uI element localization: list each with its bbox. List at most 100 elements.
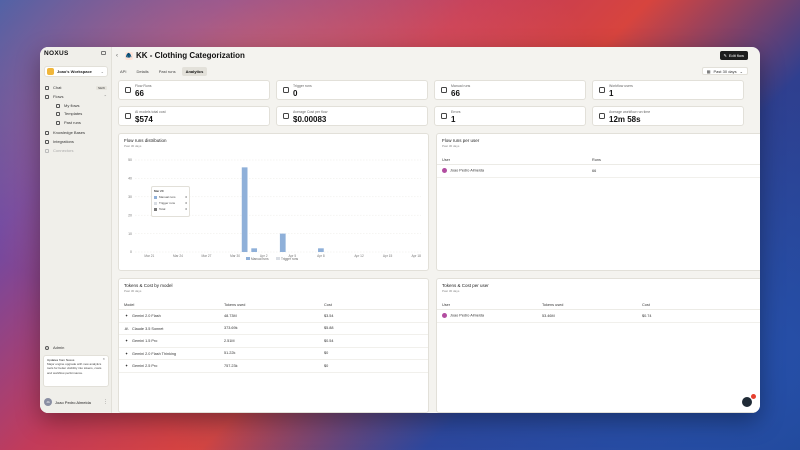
model-cell: ✦ Gemini 2.0 Flash Thinking [119, 351, 219, 356]
table-header: Model Tokens used Cost [119, 300, 428, 310]
x-tick-label: Mar 24 [173, 254, 183, 258]
column-header[interactable]: Runs [592, 157, 601, 162]
sidebar-item-label: Flows [53, 94, 64, 99]
sidebar-item-knowledge-bases[interactable]: Knowledge Bases [45, 129, 107, 136]
panel-subtitle: Past 30 days [442, 289, 460, 293]
close-icon[interactable]: ✕ [102, 357, 105, 361]
manual-icon [441, 87, 447, 93]
column-header[interactable]: Cost [324, 302, 332, 307]
stat-value: 12m 58s [609, 115, 641, 124]
date-range-value: Past 30 days [713, 68, 737, 74]
user-cell: Joao Pedro Almeida [437, 168, 587, 174]
user-name: Joao Pedro Almeida [450, 168, 484, 173]
sidebar-item-flows[interactable]: Flows ⌃ [45, 93, 107, 100]
tokens-by-model-panel: Tokens & Cost by model Past 30 days Mode… [118, 278, 429, 413]
stat-label: AI models total cost [135, 110, 166, 114]
workspace-avatar [47, 68, 54, 75]
brand-logo: NOXUS [44, 50, 69, 57]
sidebar-item-label: Connectors [53, 148, 74, 153]
column-header[interactable]: User [442, 157, 451, 162]
tab-analytics[interactable]: Analytics [181, 67, 208, 76]
y-tick-label: 50 [128, 158, 132, 162]
sidebar-item-past-runs[interactable]: Past runs [56, 119, 107, 126]
update-notice: ✕ Updates from Noxus Major engine upgrad… [43, 355, 109, 387]
sidebar-item-my-flows[interactable]: My flows [56, 102, 107, 109]
tab-past-runs[interactable]: Past runs [158, 69, 176, 74]
table-header: User Tokens used Cost [437, 300, 760, 310]
x-tick-label: Apr 12 [354, 254, 364, 258]
column-header[interactable]: Tokens used [542, 302, 564, 307]
column-header[interactable]: Model [124, 302, 135, 307]
more-icon[interactable]: ⋮ [103, 399, 108, 405]
anthropic-icon: A\ [124, 325, 129, 331]
model-cell: A\ Claude 3.5 Sonnet [119, 326, 219, 331]
sidebar-item-integrations[interactable]: Integrations [45, 138, 107, 145]
tokens-by-model-table: Model Tokens used Cost ✦ Gemini 2.0 Flash… [119, 300, 428, 373]
stat-card-manual-runs: Manual runs 66 [434, 80, 586, 100]
workspace-switcher[interactable]: Joao's Workspace ⌄ [44, 66, 108, 77]
stat-value: 66 [135, 89, 144, 98]
stat-value: 66 [451, 89, 460, 98]
user-name: Joao Pedro Almeida [450, 313, 484, 318]
stat-card-avg-cost: Average Cost per flow $0.00083 [276, 106, 428, 126]
chart-bar [241, 167, 248, 252]
tooltip-label: Manual runs [159, 195, 176, 199]
tooltip-label: Trigger runs [159, 201, 176, 205]
page-title: KK - Clothing Categorization [136, 51, 245, 60]
flow-runs-chart: 0 10 20 30 40 50 Mar 21 Mar 24 Mar 27 Mar 30 Apr 2… [128, 158, 421, 261]
calendar-icon: ▦ [706, 68, 711, 74]
runs-icon [125, 87, 131, 93]
chevron-down-icon: ⌄ [100, 69, 104, 74]
gemini-icon: ✦ [124, 338, 129, 344]
y-tick-label: 20 [128, 213, 132, 217]
workspace-name: Joao's Workspace [57, 69, 92, 74]
sidebar-item-chat[interactable]: Chat NEW [45, 84, 107, 91]
sidebar-item-templates[interactable]: Templates [56, 110, 107, 117]
sidebar-item-label: Templates [64, 111, 83, 116]
chart-bar [318, 248, 324, 252]
panel-title: Flow runs distribution [124, 138, 167, 143]
chevron-up-icon: ⌃ [103, 94, 107, 99]
table-row: Joao Pedro Almeida 66 [437, 165, 760, 178]
user-menu[interactable]: JA Joao Pedro Almeida ⋮ [44, 398, 108, 406]
model-name: Gemini 2.5 Pro [132, 364, 158, 369]
column-header[interactable]: Tokens used [224, 302, 246, 307]
gemini-icon: ✦ [124, 350, 129, 356]
flows-icon [45, 94, 49, 99]
sidebar-item-connectors[interactable]: Connectors [45, 147, 107, 154]
integrations-icon [45, 139, 49, 144]
tag-icon [125, 113, 131, 119]
panel-title: Flow runs per user [442, 138, 480, 143]
support-chat-button[interactable] [741, 396, 753, 408]
legend-label: Manual runs [251, 257, 269, 261]
new-badge: NEW [96, 85, 107, 90]
legend-swatch [276, 257, 280, 260]
tooltip-row: Trigger runs 0 [154, 200, 187, 206]
avatar: JA [44, 398, 52, 406]
model-cell: ✦ Gemini 1.5 Pro [119, 338, 219, 343]
date-range-select[interactable]: ▦ Past 30 days ⌄ [701, 67, 748, 75]
cost-cell: $0.74 [642, 313, 652, 318]
tab-api[interactable]: API [120, 69, 127, 74]
column-header[interactable]: Cost [642, 302, 650, 307]
stat-card-trigger-runs: Trigger runs 0 [276, 80, 428, 100]
sidebar-collapse-icon[interactable] [101, 51, 106, 55]
gemini-icon: ✦ [124, 363, 129, 369]
stat-label: Manual runs [451, 84, 471, 88]
panel-title: Tokens & Cost per user [442, 283, 489, 288]
sidebar-item-admin[interactable]: Admin [45, 345, 64, 350]
chevron-left-icon[interactable]: ‹ [116, 53, 118, 59]
tokens-cell: 48.73M [224, 313, 237, 318]
panel-subtitle: Past 30 days [442, 144, 460, 148]
tooltip-value: 0 [185, 201, 187, 205]
tab-details[interactable]: Details [136, 69, 149, 74]
column-header[interactable]: User [442, 302, 451, 307]
cost-cell: $0.54 [324, 338, 334, 343]
tooltip-value: 0 [185, 195, 187, 199]
panel-subtitle: Past 30 days [124, 144, 142, 148]
cost-cell: $0 [324, 363, 329, 368]
model-name: Gemini 1.5 Pro [132, 339, 158, 344]
table-row: ✦ Gemini 2.5 Pro 757.23k $0 [119, 360, 428, 373]
edit-flow-button[interactable]: ✎ Edit flow [719, 51, 748, 60]
chart-bar [251, 248, 258, 252]
